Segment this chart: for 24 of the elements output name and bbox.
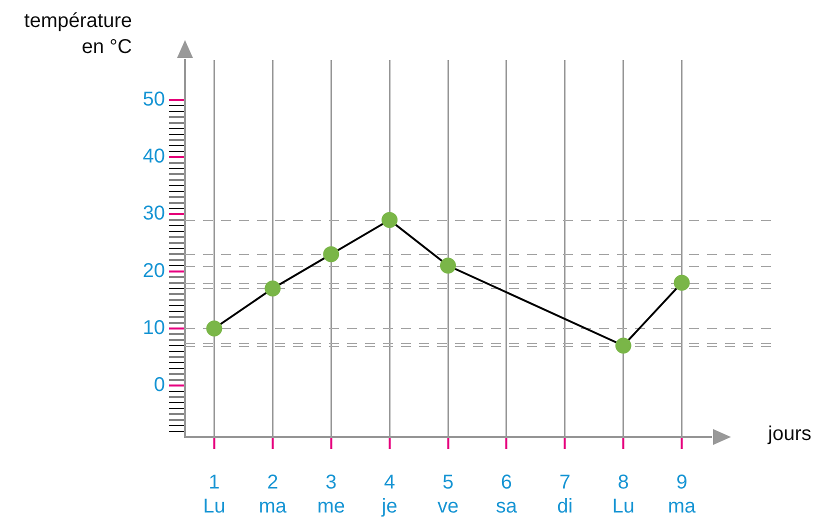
y-tick-label: 0: [154, 374, 165, 396]
x-tick-label: 4 je: [380, 472, 398, 518]
x-tick-label: 9 ma: [668, 472, 697, 518]
y-axis-title: température en °C: [23, 9, 132, 60]
y-tick-label: 40: [142, 146, 165, 168]
point: [206, 320, 222, 336]
x-tick-label: 1 Lu: [203, 472, 226, 518]
point: [382, 212, 398, 228]
x-tick-label: 5 ve: [437, 472, 459, 518]
point: [440, 258, 456, 274]
y-tick-label: 20: [142, 260, 165, 282]
point: [674, 274, 690, 291]
x-tick-label: 7 di: [557, 472, 573, 518]
y-tick-label: 30: [142, 202, 165, 225]
point: [615, 338, 632, 354]
point: [264, 280, 281, 296]
x-tick-label: 3 me: [317, 472, 346, 518]
x-tick-label: 6 sa: [496, 472, 518, 518]
point: [323, 246, 340, 262]
x-tick-label: 2 ma: [258, 472, 288, 518]
y-tick-label: 10: [142, 316, 165, 339]
y-tick-label: 50: [142, 88, 165, 110]
x-tick-label: 8 Lu: [612, 472, 634, 518]
x-axis-title: jours: [768, 423, 812, 446]
